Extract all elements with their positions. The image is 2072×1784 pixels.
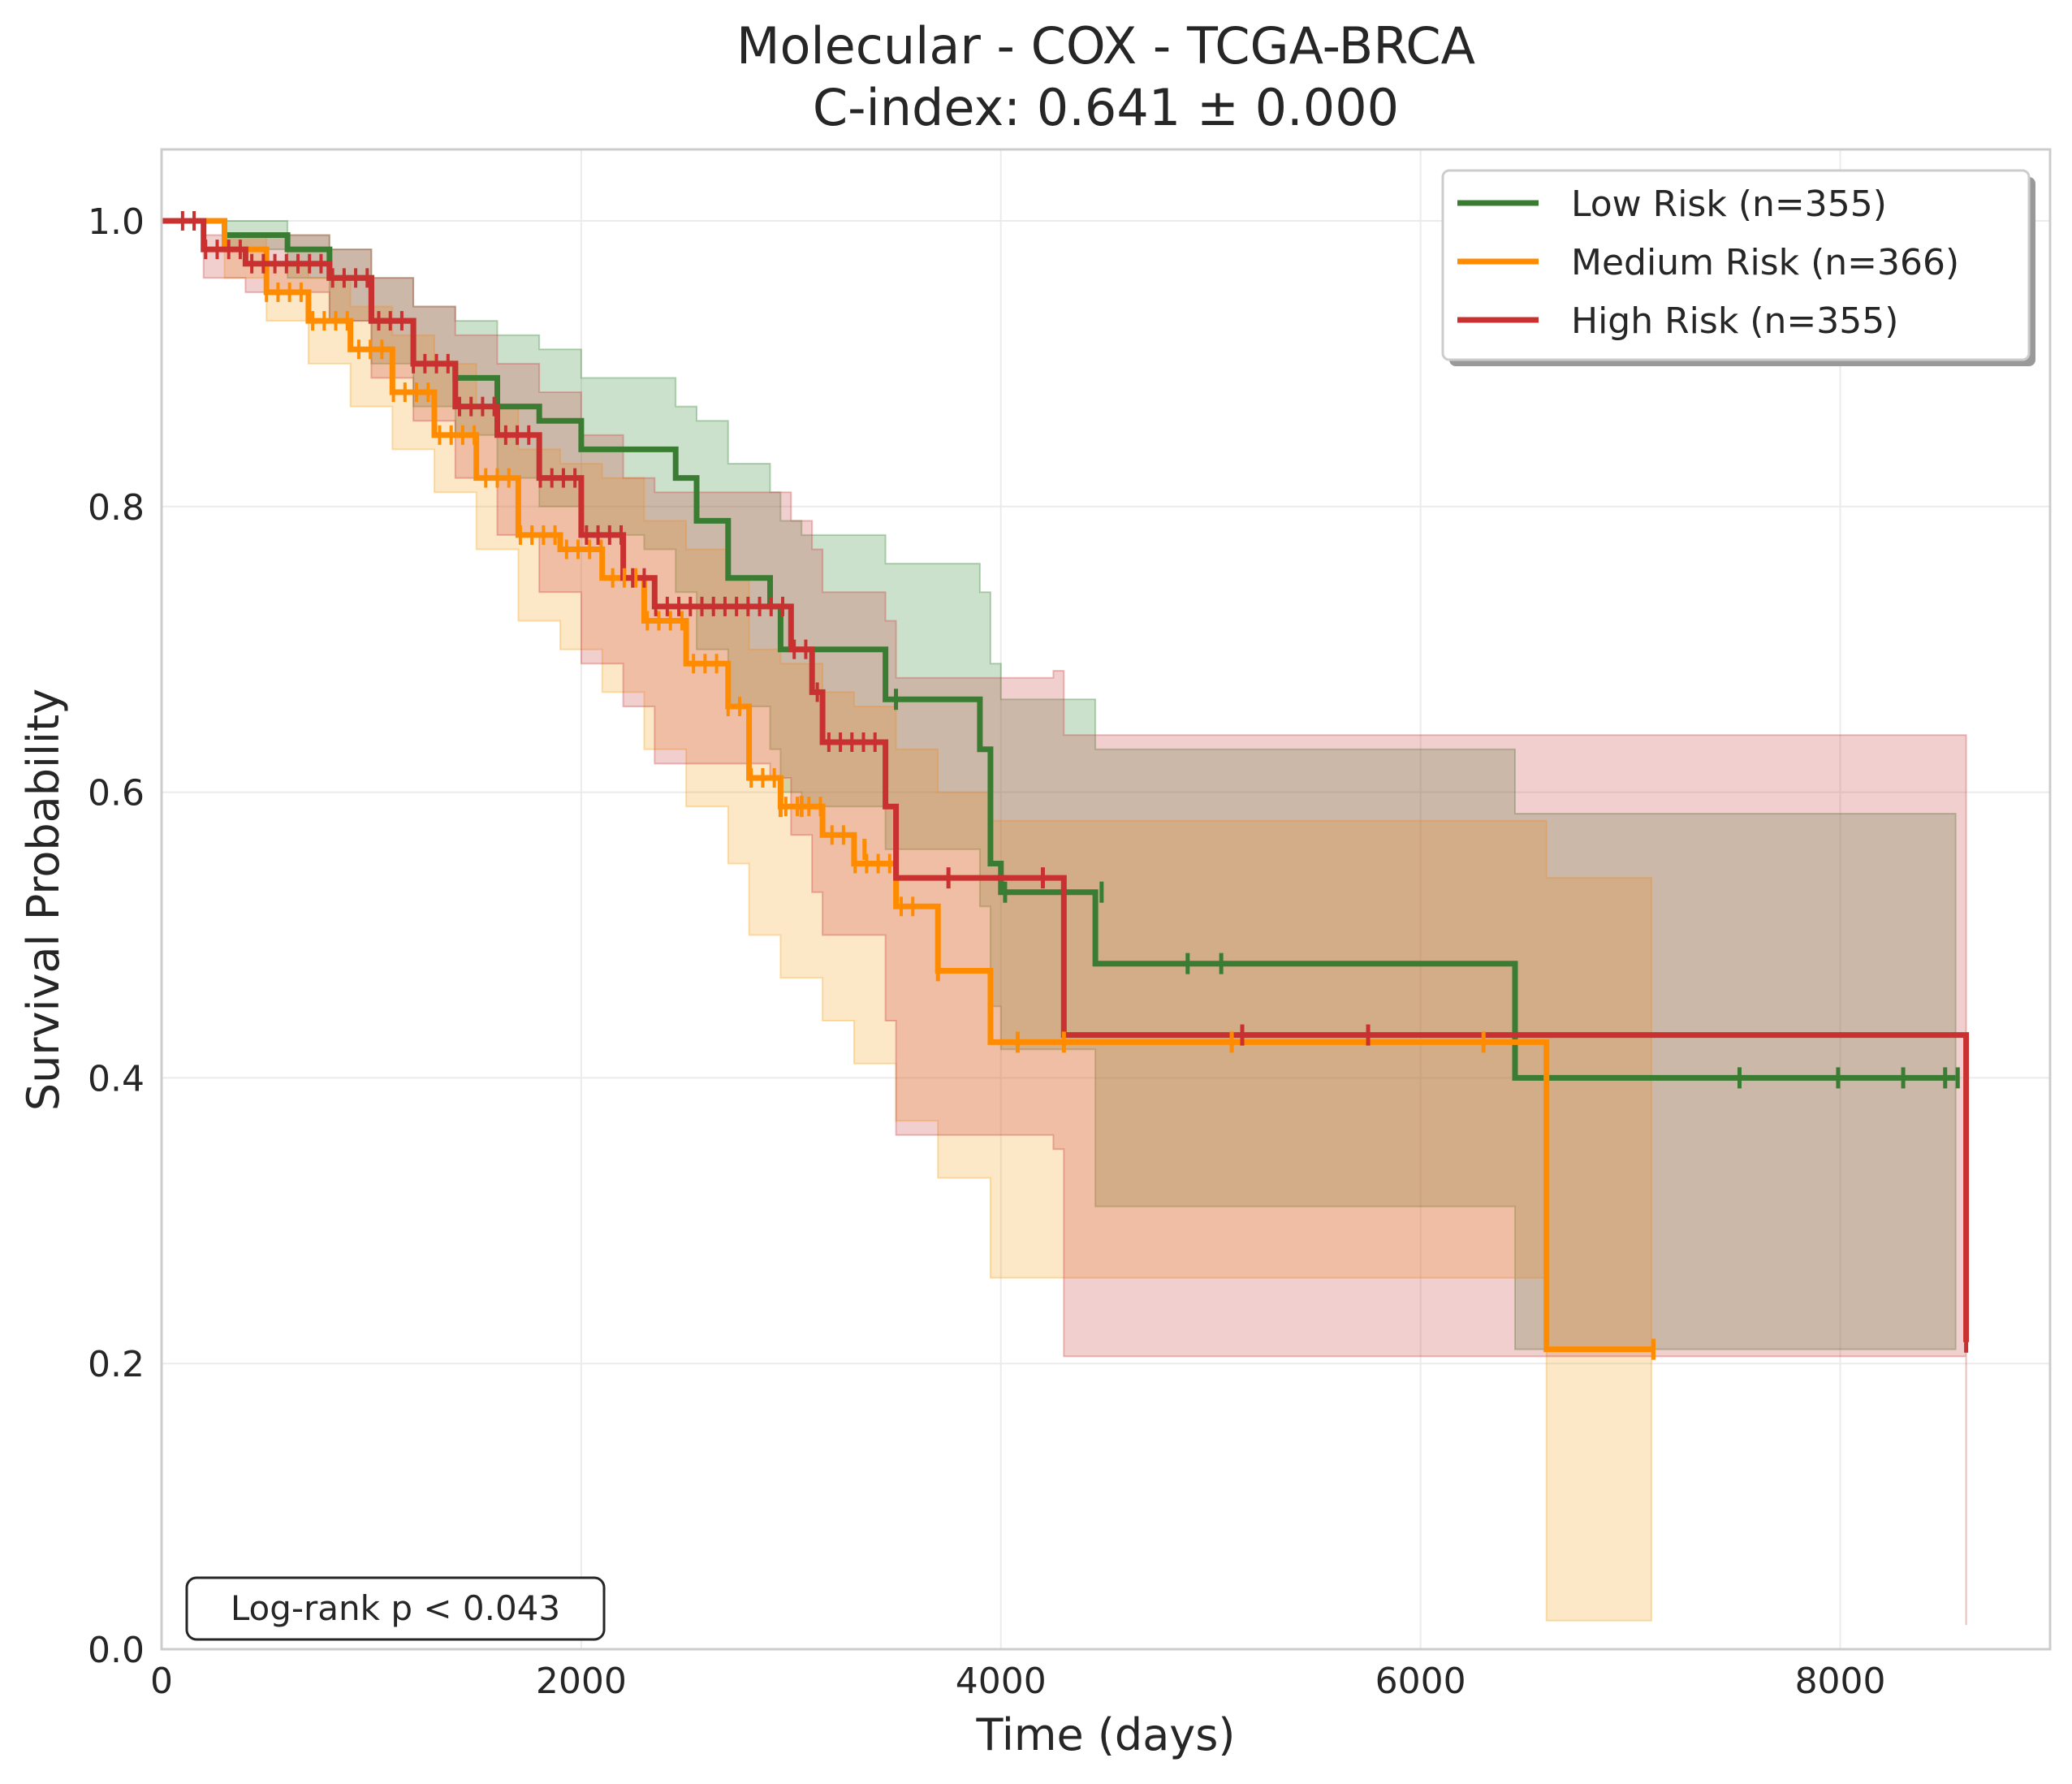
y-tick-label: 1.0 (88, 201, 145, 243)
annotation-text: Log-rank p < 0.043 (231, 1588, 560, 1628)
survival-lines (162, 218, 1970, 1353)
y-tick-label: 0.4 (88, 1058, 145, 1099)
confidence-band (162, 220, 1957, 1350)
y-axis-label: Survival Probability (18, 689, 69, 1111)
x-tick-labels: 0 2000 4000 6000 8000 (150, 1661, 1886, 1702)
legend-label-low-risk: Low Risk (n=355) (1571, 184, 1887, 225)
legend-box (1441, 169, 2031, 361)
x-tick-label: 8000 (1795, 1661, 1886, 1702)
legend: Low Risk (n=355) Medium Risk (n=366) Hig… (1441, 169, 2035, 366)
x-tick-label: 6000 (1375, 1661, 1466, 1702)
x-axis-label: Time (days) (976, 1709, 1236, 1760)
y-tick-label: 0.8 (88, 487, 145, 529)
x-tick-label: 2000 (536, 1661, 627, 1702)
legend-label-high-risk: High Risk (n=355) (1571, 300, 1898, 342)
chart-title-line2: C-index: 0.641 ± 0.000 (813, 78, 1399, 137)
chart-title-line1: Molecular - COX - TCGA-BRCA (736, 16, 1475, 76)
logrank-annotation: Log-rank p < 0.043 (185, 1576, 606, 1641)
annotation-box (185, 1576, 606, 1641)
y-tick-label: 0.6 (88, 773, 145, 814)
y-tick-label: 0.0 (88, 1630, 145, 1671)
y-tick-labels: 0.0 0.2 0.4 0.6 0.8 1.0 (88, 201, 145, 1671)
survival-line (162, 218, 1970, 1342)
censor-marks (180, 210, 1969, 1360)
x-tick-label: 0 (150, 1661, 173, 1702)
x-tick-label: 4000 (956, 1661, 1047, 1702)
y-tick-label: 0.2 (88, 1344, 145, 1385)
plot-frame (160, 148, 2052, 1651)
legend-label-medium-risk: Medium Risk (n=366) (1571, 242, 1959, 283)
survival-line (162, 218, 1651, 1353)
